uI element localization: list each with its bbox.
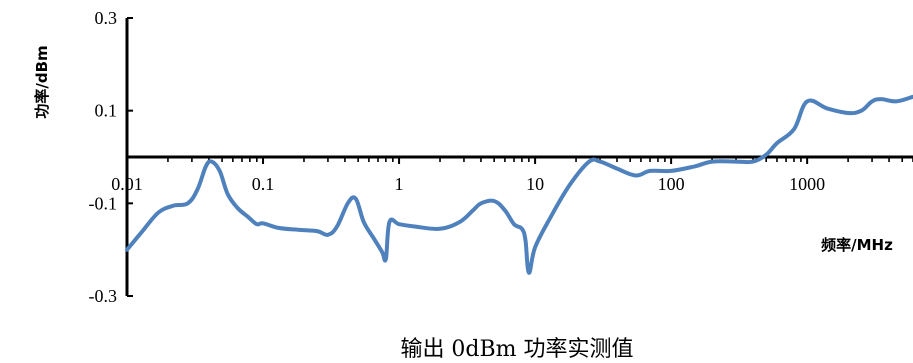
y-tick-label: 0.3	[95, 8, 118, 28]
x-axis-title: 频率/MHz	[821, 236, 893, 254]
x-tick-label: 100	[658, 174, 685, 194]
series-line	[125, 94, 913, 275]
x-tick-label: 1	[395, 174, 404, 194]
y-axis-ticks: 0.3 0.1 -0.1 -0.3	[89, 8, 133, 306]
y-tick-label: -0.1	[89, 193, 118, 213]
y-tick-label: -0.3	[89, 286, 118, 306]
y-axis-title: 功率/dBm	[33, 45, 51, 118]
chart-caption: 输出 0dBm 功率实测值	[400, 337, 633, 362]
x-tick-label: 10	[526, 174, 544, 194]
x-tick-label: 1000	[789, 174, 825, 194]
x-tick-label: 0.1	[252, 174, 275, 194]
y-tick-label: 0.1	[95, 101, 118, 121]
